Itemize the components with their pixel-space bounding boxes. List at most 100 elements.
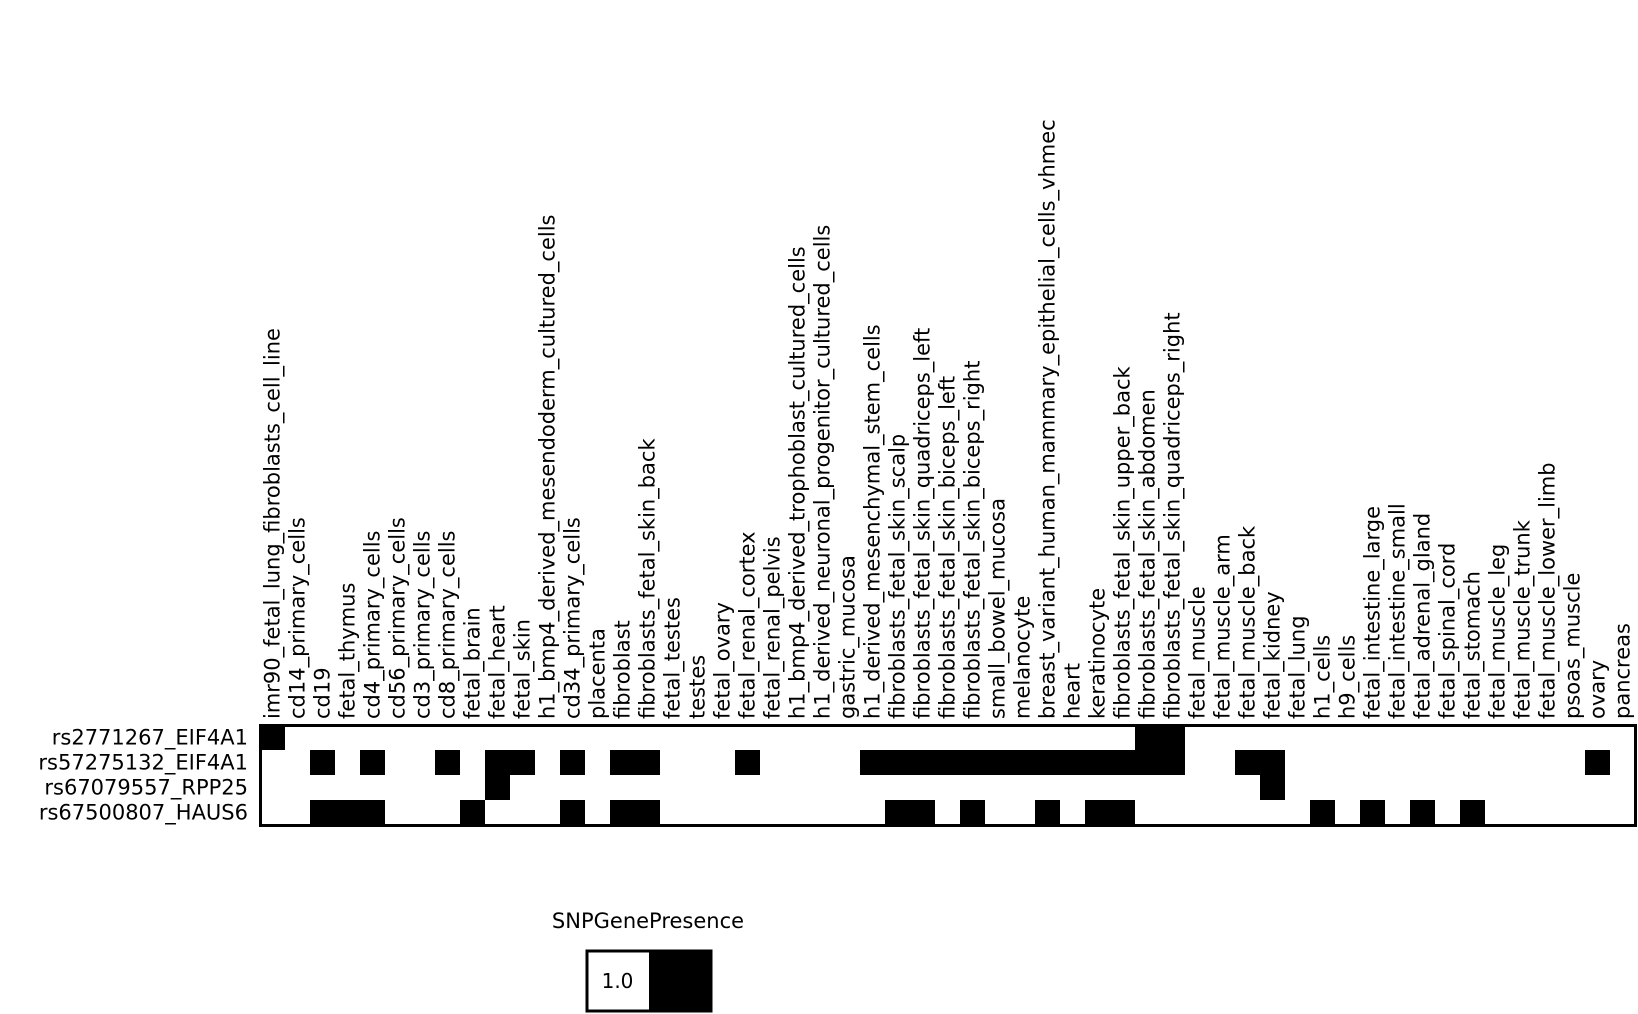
heatmap-cell <box>1560 750 1585 775</box>
heatmap-cell <box>860 725 885 750</box>
legend-title: SNPGenePresence <box>552 909 744 933</box>
column-label: fibroblasts_fetal_skin_abdomen <box>1136 389 1161 719</box>
heatmap-cell <box>1235 775 1260 800</box>
column-label: breast_variant_human_mammary_epithelial_… <box>1036 119 1061 719</box>
heatmap-cell <box>910 725 935 750</box>
heatmap-cell <box>535 775 560 800</box>
heatmap-cell <box>285 725 310 750</box>
heatmap-cell <box>1260 775 1285 800</box>
heatmap-cell <box>260 750 285 775</box>
column-label: fibroblasts_fetal_skin_biceps_right <box>961 361 986 719</box>
heatmap-cell <box>1485 800 1510 825</box>
heatmap-cell <box>1210 800 1235 825</box>
heatmap-cell <box>910 800 935 825</box>
heatmap-cell <box>1360 750 1385 775</box>
heatmap-cell <box>1110 750 1135 775</box>
heatmap-cell <box>835 725 860 750</box>
column-label: fetal_renal_pelvis <box>761 536 786 719</box>
column-labels: imr90_fetal_lung_fibroblasts_cell_line cd… <box>261 119 1635 719</box>
heatmap-cell <box>1060 775 1085 800</box>
heatmap-cell <box>885 800 910 825</box>
column-label: h1_bmp4_derived_mesendoderm_cultured_cel… <box>536 215 561 719</box>
heatmap-cell <box>1060 750 1085 775</box>
heatmap-cell <box>1435 750 1460 775</box>
heatmap-cell <box>710 800 735 825</box>
column-label: fetal_ovary <box>711 602 736 719</box>
heatmap-cell <box>760 750 785 775</box>
heatmap-cell <box>1535 750 1560 775</box>
heatmap-cell <box>1010 800 1035 825</box>
heatmap-cell <box>260 775 285 800</box>
heatmap-cell <box>535 725 560 750</box>
heatmap-cell <box>1035 800 1060 825</box>
heatmap-cell <box>310 800 335 825</box>
heatmap-cell <box>410 800 435 825</box>
heatmap-cell <box>760 725 785 750</box>
heatmap-cell <box>285 750 310 775</box>
heatmap-cell <box>560 725 585 750</box>
heatmap-cell <box>785 800 810 825</box>
heatmap-cell <box>260 725 285 750</box>
column-label: ovary <box>1586 660 1610 719</box>
heatmap-cell <box>860 800 885 825</box>
heatmap-cell <box>1010 750 1035 775</box>
heatmap-cells <box>260 725 1635 825</box>
heatmap-cell <box>435 775 460 800</box>
heatmap-cell <box>1385 800 1410 825</box>
heatmap-cell <box>1310 775 1335 800</box>
column-label: fetal_muscle_lower_limb <box>1536 462 1561 719</box>
heatmap-cell <box>585 725 610 750</box>
heatmap-cell <box>1285 800 1310 825</box>
heatmap-cell <box>885 750 910 775</box>
heatmap-cell <box>410 750 435 775</box>
heatmap-cell <box>910 775 935 800</box>
column-label: testes <box>686 655 710 719</box>
heatmap-cell <box>485 750 510 775</box>
heatmap-cell <box>535 750 560 775</box>
heatmap-cell <box>1385 725 1410 750</box>
heatmap-cell <box>810 800 835 825</box>
heatmap-cell <box>285 775 310 800</box>
column-label: fibroblast <box>611 620 635 719</box>
column-label: fibroblasts_fetal_skin_biceps_left <box>936 376 961 719</box>
heatmap-cell <box>1410 750 1435 775</box>
row-labels: rs2771267_EIF4A1rs57275132_EIF4A1rs67079… <box>38 726 248 826</box>
heatmap-cell <box>335 725 360 750</box>
heatmap-cell <box>985 725 1010 750</box>
heatmap-cell <box>460 800 485 825</box>
heatmap-cell <box>1035 750 1060 775</box>
heatmap-cell <box>1135 800 1160 825</box>
heatmap-cell <box>585 800 610 825</box>
heatmap-cell <box>310 725 335 750</box>
heatmap-cell <box>1435 800 1460 825</box>
heatmap-cell <box>360 800 385 825</box>
heatmap-cell <box>385 725 410 750</box>
heatmap-cell <box>1460 725 1485 750</box>
heatmap-cell <box>1360 800 1385 825</box>
column-label: fibroblasts_fetal_skin_quadriceps_right <box>1161 312 1186 719</box>
heatmap-cell <box>610 750 635 775</box>
heatmap-cell <box>310 750 335 775</box>
heatmap-cell <box>1610 800 1635 825</box>
heatmap-cell <box>610 800 635 825</box>
heatmap-cell <box>1485 725 1510 750</box>
heatmap-cell <box>1335 775 1360 800</box>
heatmap-cell <box>735 725 760 750</box>
heatmap-cell <box>710 725 735 750</box>
heatmap-cell <box>485 725 510 750</box>
heatmap-cell <box>1435 775 1460 800</box>
heatmap-cell <box>1335 800 1360 825</box>
heatmap-cell <box>1585 800 1610 825</box>
heatmap-cell <box>1210 750 1235 775</box>
heatmap-cell <box>935 775 960 800</box>
heatmap-cell <box>1460 750 1485 775</box>
heatmap-cell <box>1010 725 1035 750</box>
heatmap-cell <box>985 775 1010 800</box>
column-label: fibroblasts_fetal_skin_upper_back <box>1111 366 1136 719</box>
heatmap-cell <box>1210 775 1235 800</box>
heatmap-cell <box>1585 725 1610 750</box>
column-label: cd3_primary_cells <box>411 531 436 720</box>
heatmap-cell <box>435 800 460 825</box>
column-label: fetal_renal_cortex <box>736 531 761 719</box>
heatmap-cell <box>810 725 835 750</box>
